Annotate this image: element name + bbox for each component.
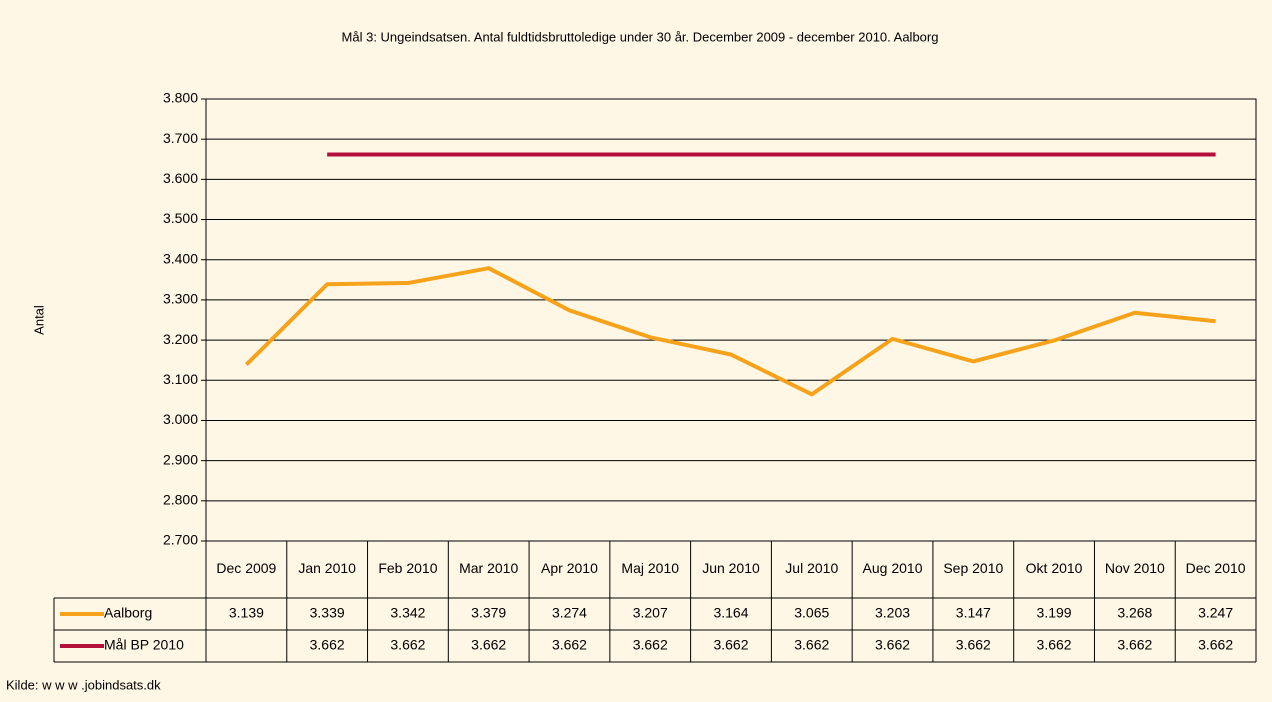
- table-value: 3.199: [1037, 605, 1072, 621]
- table-value: 3.662: [552, 637, 587, 653]
- table-value: 3.662: [1117, 637, 1152, 653]
- y-tick-label: 3.100: [163, 371, 198, 387]
- x-tick-label: Dec 2010: [1186, 560, 1246, 576]
- table-value: 3.139: [229, 605, 264, 621]
- y-tick-label: 3.400: [163, 250, 198, 266]
- table-value: 3.662: [794, 637, 829, 653]
- legend-label: Mål BP 2010: [104, 637, 184, 653]
- x-tick-label: Okt 2010: [1026, 560, 1083, 576]
- table-value: 3.147: [956, 605, 991, 621]
- x-tick-label: Jan 2010: [298, 560, 356, 576]
- table-value: 3.662: [310, 637, 345, 653]
- y-tick-label: 2.800: [163, 492, 198, 508]
- y-tick-label: 3.600: [163, 170, 198, 186]
- y-tick-label: 2.900: [163, 451, 198, 467]
- plot-area: [205, 98, 1257, 542]
- table-value: 3.207: [633, 605, 668, 621]
- table-value: 3.662: [956, 637, 991, 653]
- y-tick-label: 3.200: [163, 331, 198, 347]
- x-tick-label: Mar 2010: [459, 560, 518, 576]
- y-tick-label: 3.300: [163, 291, 198, 307]
- table-value: 3.339: [310, 605, 345, 621]
- table-value: 3.203: [875, 605, 910, 621]
- table-value: 3.662: [1198, 637, 1233, 653]
- table-value: 3.662: [875, 637, 910, 653]
- chart-title: Mål 3: Ungeindsatsen. Antal fuldtidsbrut…: [342, 29, 939, 44]
- table-value: 3.662: [390, 637, 425, 653]
- x-tick-label: Nov 2010: [1105, 560, 1165, 576]
- y-tick-label: 3.800: [163, 90, 198, 106]
- table-value: 3.065: [794, 605, 829, 621]
- y-tick-label: 2.700: [163, 532, 198, 548]
- table-value: 3.268: [1117, 605, 1152, 621]
- table-value: 3.662: [713, 637, 748, 653]
- x-tick-label: Aug 2010: [863, 560, 923, 576]
- x-tick-label: Feb 2010: [378, 560, 437, 576]
- x-tick-label: Dec 2009: [216, 560, 276, 576]
- table-value: 3.662: [633, 637, 668, 653]
- table-value: 3.342: [390, 605, 425, 621]
- table-value: 3.247: [1198, 605, 1233, 621]
- table-value: 3.164: [713, 605, 748, 621]
- x-tick-label: Maj 2010: [621, 560, 679, 576]
- source-note: Kilde: w w w .jobindsats.dk: [6, 677, 161, 692]
- x-tick-label: Apr 2010: [541, 560, 598, 576]
- y-tick-label: 3.700: [163, 130, 198, 146]
- y-axis-label: Antal: [31, 305, 46, 335]
- series-line: [244, 266, 1216, 397]
- x-tick-label: Jun 2010: [702, 560, 760, 576]
- legend-label: Aalborg: [104, 605, 152, 621]
- y-tick-label: 3.000: [163, 411, 198, 427]
- table-value: 3.662: [1037, 637, 1072, 653]
- table-value: 3.274: [552, 605, 587, 621]
- y-tick-label: 3.500: [163, 210, 198, 226]
- x-tick-label: Jul 2010: [785, 560, 838, 576]
- table-value: 3.662: [471, 637, 506, 653]
- table-value: 3.379: [471, 605, 506, 621]
- x-tick-label: Sep 2010: [943, 560, 1003, 576]
